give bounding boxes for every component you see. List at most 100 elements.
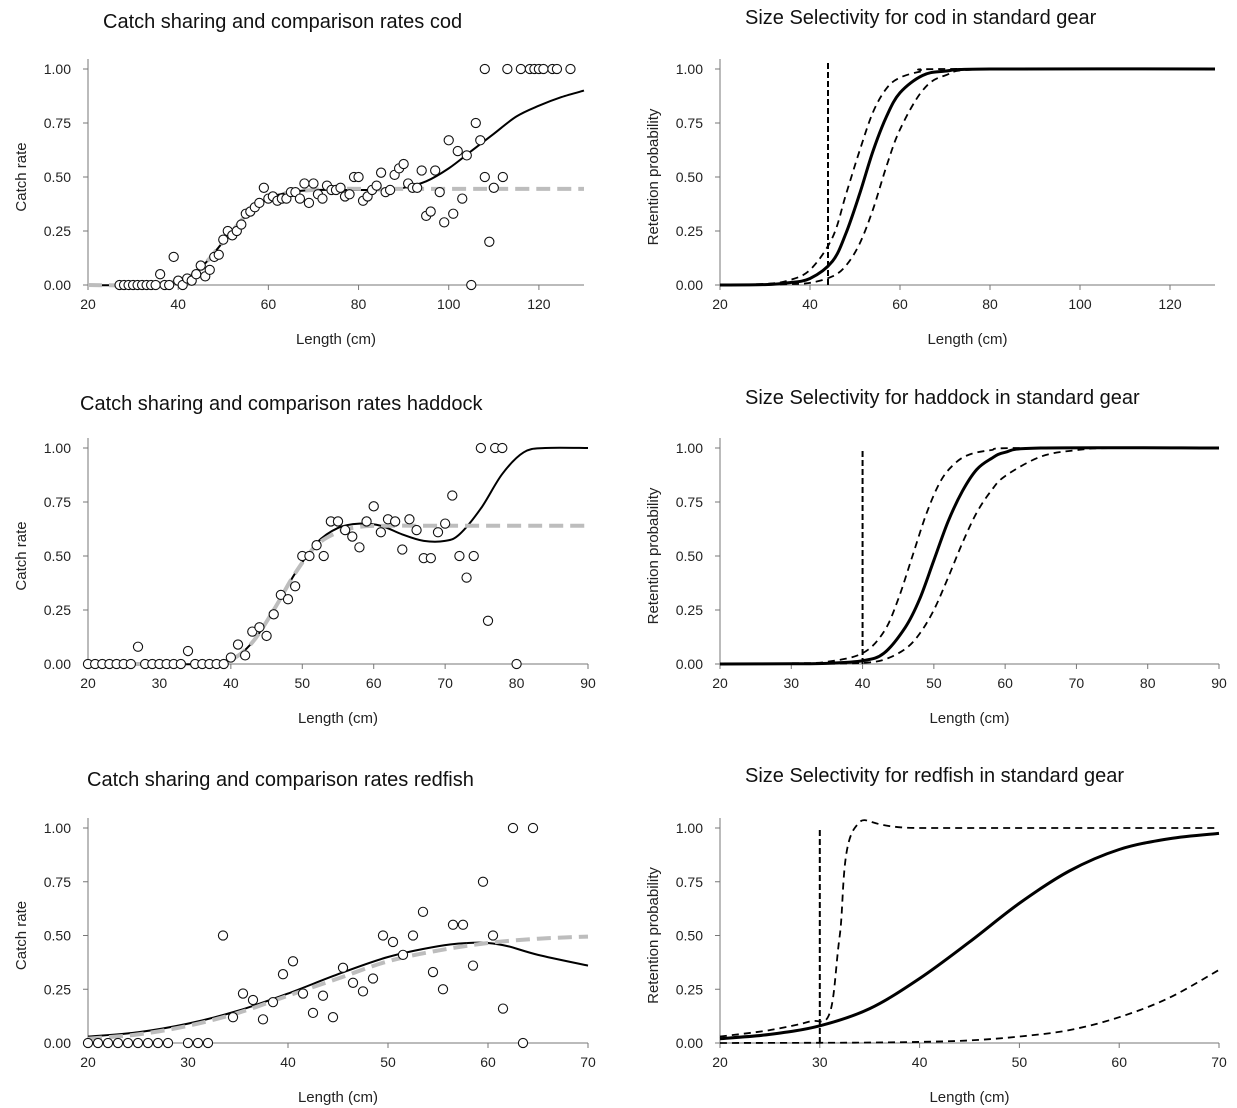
y-axis-label: Catch rate (13, 521, 30, 590)
data-point (371, 180, 382, 191)
data-point (239, 650, 251, 661)
data-points (114, 63, 576, 291)
comparison-curve (87, 934, 589, 1041)
data-point (412, 182, 423, 193)
data-point (154, 269, 166, 280)
data-point (337, 962, 349, 973)
data-point (497, 171, 508, 183)
data-point (447, 919, 459, 930)
y-tick-label: 0.00 (44, 1035, 71, 1051)
x-tick-label: 80 (982, 296, 998, 312)
fit-curve (719, 831, 1220, 1041)
confidence-band-curve (719, 446, 1220, 665)
data-point (457, 919, 469, 930)
data-point (92, 1037, 104, 1049)
x-tick-label: 80 (1140, 675, 1156, 691)
x-tick-label: 100 (1068, 296, 1092, 312)
chart-title: Size Selectivity for cod in standard gea… (745, 7, 1097, 29)
data-point (565, 63, 576, 75)
data-point (353, 171, 364, 183)
x-tick-label: 80 (509, 675, 525, 691)
data-point (467, 960, 479, 971)
data-point (452, 145, 463, 157)
x-tick-label: 80 (351, 296, 367, 312)
x-tick-label: 20 (712, 1054, 728, 1070)
y-tick-label: 0.00 (676, 277, 703, 293)
y-tick-label: 0.00 (676, 656, 703, 672)
x-tick-label: 120 (1158, 296, 1182, 312)
y-axis-label: Retention probability (645, 867, 662, 1004)
fit-curve (719, 67, 1216, 287)
data-point (168, 251, 179, 263)
data-point (304, 550, 315, 562)
data-point (132, 641, 144, 652)
data-point (317, 990, 329, 1001)
data-point (368, 501, 379, 512)
y-tick-label: 0.25 (44, 981, 71, 997)
data-point (416, 165, 427, 176)
data-point (384, 184, 396, 196)
data-points (82, 822, 539, 1049)
data-point (268, 609, 279, 620)
data-point (218, 658, 229, 670)
y-tick-label: 1.00 (676, 820, 703, 836)
data-point (254, 622, 265, 633)
data-point (389, 516, 401, 527)
data-point (479, 171, 490, 183)
data-point (497, 442, 508, 454)
data-point (247, 994, 259, 1006)
y-tick-label: 0.75 (676, 115, 703, 131)
data-point (162, 1037, 174, 1049)
data-point (311, 540, 322, 551)
data-point (502, 63, 513, 75)
data-point (257, 1014, 269, 1025)
data-points (82, 442, 522, 670)
x-tick-label: 50 (926, 675, 942, 691)
x-tick-label: 40 (855, 675, 871, 691)
y-tick-label: 0.75 (44, 494, 71, 510)
x-tick-label: 50 (294, 675, 310, 691)
x-tick-label: 70 (1069, 675, 1085, 691)
y-tick-label: 1.00 (44, 61, 71, 77)
data-point (398, 158, 409, 170)
data-point (375, 167, 387, 178)
data-point (527, 822, 539, 834)
data-point (468, 550, 479, 562)
y-tick-label: 0.00 (676, 1035, 703, 1051)
data-point (191, 269, 202, 280)
data-point (318, 550, 329, 562)
y-tick-label: 0.50 (676, 169, 703, 185)
chart-title: Catch sharing and comparison rates cod (103, 11, 462, 33)
data-point (261, 630, 272, 642)
y-tick-label: 0.25 (44, 602, 71, 618)
x-axis-label: Length (cm) (296, 331, 376, 348)
data-point (439, 217, 450, 228)
x-axis-label: Length (cm) (298, 710, 378, 727)
chart-panel-4: Size Selectivity for haddock in standard… (645, 387, 1227, 727)
data-point (297, 988, 309, 999)
data-point (225, 652, 237, 663)
data-point (397, 544, 408, 555)
data-point (439, 518, 451, 529)
y-tick-label: 0.50 (44, 169, 71, 185)
y-tick-label: 0.75 (676, 494, 703, 510)
data-point (454, 550, 465, 562)
x-tick-label: 30 (180, 1054, 196, 1070)
x-tick-label: 40 (802, 296, 818, 312)
data-point (407, 930, 419, 941)
data-point (411, 524, 422, 536)
x-tick-label: 90 (580, 675, 596, 691)
y-tick-label: 0.50 (676, 928, 703, 944)
data-point (182, 1037, 194, 1049)
data-point (282, 594, 294, 605)
data-point (437, 984, 449, 995)
data-point (327, 1012, 339, 1023)
chart-panel-3: Catch sharing and comparison rates haddo… (13, 393, 596, 727)
data-point (432, 527, 444, 538)
data-point (477, 876, 489, 887)
x-tick-label: 60 (1111, 1054, 1127, 1070)
data-point (132, 1037, 144, 1049)
y-tick-label: 0.25 (676, 223, 703, 239)
data-point (213, 249, 224, 260)
data-point (152, 1037, 164, 1049)
